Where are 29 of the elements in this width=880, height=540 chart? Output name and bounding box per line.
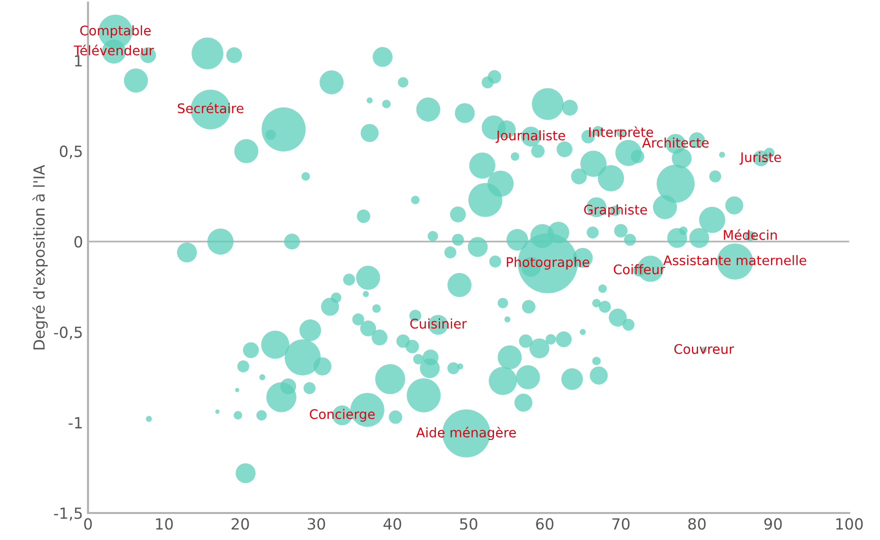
- annotation: Graphiste: [584, 204, 647, 218]
- annotation: Médecin: [724, 229, 777, 240]
- annotation: Architecte: [642, 137, 709, 148]
- y-tick-label: -1,5: [54, 508, 82, 521]
- x-tick-label: 40: [384, 518, 402, 530]
- x-tick-label: 90: [764, 518, 782, 530]
- x-tick-label: 10: [156, 518, 173, 530]
- annotation: Juriste: [739, 152, 781, 165]
- annotation: Interprète: [589, 126, 654, 140]
- annotation: Journaliste: [496, 130, 566, 143]
- annotation: Cuisinier: [410, 318, 467, 329]
- x-tick-label: 0: [84, 518, 92, 530]
- y-tick-label: -1: [68, 417, 82, 428]
- annotation: Comptable: [80, 25, 151, 38]
- y-tick-label: -0,5: [54, 326, 82, 340]
- y-tick-label: 0: [74, 236, 82, 248]
- x-tick-label: 70: [612, 518, 630, 530]
- x-tick-label: 30: [308, 518, 326, 530]
- x-tick-label: 60: [536, 518, 554, 530]
- x-tick-label: 20: [232, 518, 249, 530]
- x-tick-label: 80: [688, 518, 706, 530]
- annotation: Télévendeur: [74, 44, 154, 56]
- annotation: Couvreur: [674, 344, 734, 354]
- x-tick-label: 50: [460, 518, 478, 530]
- y-tick-label: 1: [75, 55, 82, 66]
- x-tick-label: 100: [836, 518, 863, 530]
- y-axis-title: Degré d'exposition à l'IA: [32, 164, 48, 350]
- annotation: Assistante maternelle: [663, 255, 806, 266]
- y-tick-label: 0,5: [60, 146, 82, 159]
